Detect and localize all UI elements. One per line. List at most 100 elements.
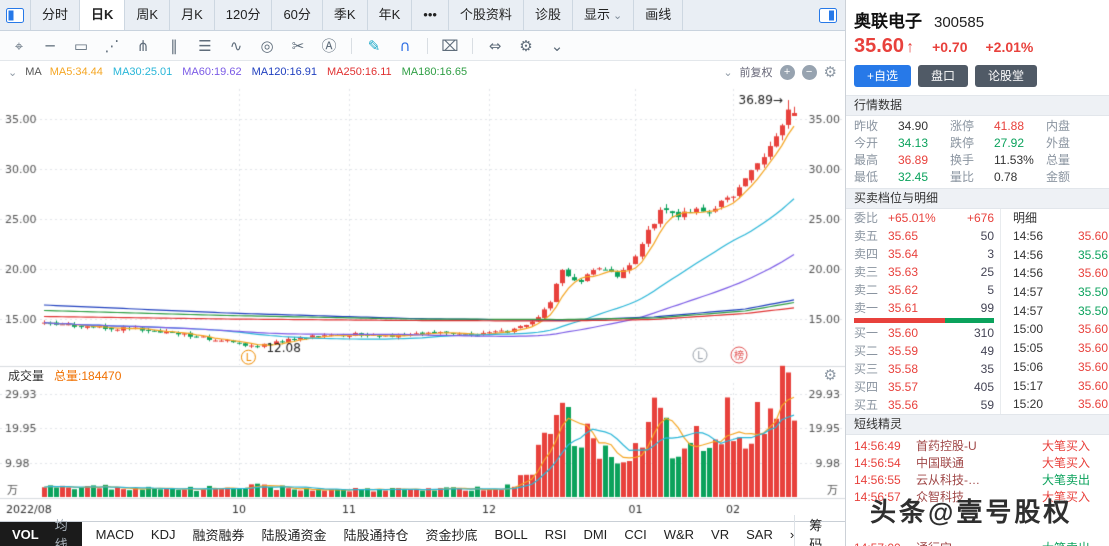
tab-wr[interactable]: W&R bbox=[663, 526, 695, 542]
percent-tool-icon[interactable]: ✂ bbox=[291, 36, 305, 55]
price-header: 35.60 ↑ +0.70 +2.01% bbox=[846, 32, 1109, 60]
tab-junxian[interactable]: 均线 bbox=[54, 518, 68, 546]
tick-row: 15:20 35.60 bbox=[1001, 395, 1109, 414]
rect-tool-icon[interactable]: ▭ bbox=[73, 36, 89, 55]
quote-label: 昨收 bbox=[854, 119, 879, 133]
tab-more-indicators[interactable]: › bbox=[789, 526, 795, 542]
tab-more[interactable]: ••• bbox=[412, 0, 449, 30]
zoom-out-icon[interactable]: − bbox=[801, 64, 817, 80]
depth-volume: 25 bbox=[980, 265, 994, 279]
ma-values: MA5:34.44 MA30:25.01 MA60:19.62 MA120:16.91… bbox=[50, 66, 467, 78]
pankou-button[interactable]: 盘口 bbox=[918, 65, 969, 87]
depth-volume: 5 bbox=[987, 283, 994, 297]
tab-fenshi[interactable]: 分时 bbox=[31, 0, 81, 30]
tab-gegu-ziliao[interactable]: 个股资料 bbox=[449, 0, 524, 30]
wave-tool-icon[interactable]: ∿ bbox=[229, 36, 243, 55]
alert-row[interactable]: 14:56:55 云从科技-… 大笔卖出 bbox=[846, 472, 1109, 489]
tick-time: 14:56 bbox=[1013, 229, 1044, 243]
quote-panel-inner: 奥联电子 300585 35.60 ↑ +0.70 +2.01% +自选 盘口 论股堂… bbox=[846, 0, 1109, 546]
quote-label: 量比 bbox=[950, 170, 975, 184]
layout-toggle-glyph bbox=[6, 7, 24, 23]
tab-luguzijin[interactable]: 陆股通资金 bbox=[261, 527, 327, 543]
tab-xianshi[interactable]: 显示 ⌄ bbox=[573, 0, 635, 30]
depth-area: 委比 +65.01% +676 卖五 35.65 50 卖四 35.64 3 卖三 35.63… bbox=[846, 209, 1109, 414]
tick-time: 15:06 bbox=[1013, 359, 1044, 374]
tab-niank[interactable]: 年K bbox=[368, 0, 413, 30]
circle-tool-icon[interactable]: ◎ bbox=[260, 36, 274, 55]
kline-chart-canvas[interactable] bbox=[0, 83, 845, 521]
settings-tool-icon[interactable]: ⚙ bbox=[519, 36, 533, 55]
kline-period-tabs: 分时 日K 周K 月K 120分 60分 季K 年K ••• 个股资料 诊股 显示 ⌄ 画线 bbox=[31, 0, 684, 30]
tab-sar[interactable]: SAR bbox=[746, 526, 773, 542]
quote-value: 11.53% bbox=[994, 153, 1034, 167]
depth-level-label: 买五 bbox=[854, 398, 879, 412]
tab-vol[interactable]: VOL bbox=[12, 526, 39, 542]
gann-lines-tool-icon[interactable]: ☰ bbox=[198, 36, 212, 55]
delete-tool-icon[interactable]: ⌧ bbox=[441, 36, 459, 55]
depth-volume: 99 bbox=[980, 301, 994, 315]
pencil-tool-icon[interactable]: ✎ bbox=[367, 36, 381, 55]
volume-settings-icon[interactable]: ⚙ bbox=[823, 366, 837, 384]
move-tool-icon[interactable]: ⌖ bbox=[14, 36, 24, 55]
tab-yuek[interactable]: 月K bbox=[170, 0, 215, 30]
depth-level-label: 卖二 bbox=[854, 283, 879, 297]
tab-kdj[interactable]: KDJ bbox=[150, 526, 176, 542]
tab-macd[interactable]: MACD bbox=[95, 526, 134, 542]
quote-value: 34.13 bbox=[898, 136, 929, 150]
tab-60min[interactable]: 60分 bbox=[272, 0, 323, 30]
tick-price: 35.60 bbox=[1077, 341, 1108, 356]
horizontal-line-tool-icon[interactable]: ─ bbox=[45, 36, 55, 55]
parallel-lines-tool-icon[interactable]: ∥ bbox=[170, 36, 178, 55]
quote-value bbox=[1090, 135, 1109, 152]
tick-time: 15:17 bbox=[1013, 378, 1044, 393]
collapse-icon[interactable]: ⌄ bbox=[8, 66, 18, 79]
adjust-mode-label[interactable]: 前复权 bbox=[739, 67, 773, 79]
toolbar-separator bbox=[351, 37, 352, 54]
alert-row[interactable]: 14:56:57 众智科技 大笔买入 bbox=[846, 489, 1109, 506]
tab-rongzirongquan[interactable]: 融资融券 bbox=[192, 527, 245, 543]
depth-row: 买四 35.57 405 bbox=[846, 378, 1000, 396]
alert-row[interactable]: 14:56:49 首药控股-U 大笔买入 bbox=[846, 438, 1109, 455]
quote-panel: 奥联电子 300585 35.60 ↑ +0.70 +2.01% +自选 盘口 论股堂… bbox=[845, 0, 1109, 546]
panel-toggle-icon[interactable] bbox=[819, 7, 837, 23]
tab-vr[interactable]: VR bbox=[711, 526, 730, 542]
tab-rsi[interactable]: RSI bbox=[544, 526, 567, 542]
depth-volume: 3 bbox=[987, 247, 994, 261]
tab-zhengu[interactable]: 诊股 bbox=[524, 0, 573, 30]
tab-jik[interactable]: 季K bbox=[323, 0, 368, 30]
depth-price: 35.57 bbox=[888, 380, 919, 394]
adjust-collapse-icon[interactable]: ⌄ bbox=[723, 66, 733, 79]
lungutang-button[interactable]: 论股堂 bbox=[975, 65, 1038, 87]
tab-dmi[interactable]: DMI bbox=[583, 526, 608, 542]
tick-price: 35.60 bbox=[1077, 229, 1108, 243]
ma-title: MA bbox=[25, 66, 42, 78]
zoom-in-icon[interactable]: + bbox=[779, 64, 795, 80]
tick-row: 15:05 35.60 bbox=[1001, 339, 1109, 358]
tab-zijinchaodi[interactable]: 资金抄底 bbox=[425, 527, 478, 543]
depth-volume: 310 bbox=[973, 326, 994, 340]
tab-120min[interactable]: 120分 bbox=[215, 0, 273, 30]
tab-huaxian[interactable]: 画线 bbox=[634, 0, 684, 30]
depth-price: 35.59 bbox=[888, 344, 919, 358]
tab-rik[interactable]: 日K bbox=[80, 0, 126, 30]
depth-row: 卖二 35.62 5 bbox=[846, 281, 1000, 299]
tick-time: 15:05 bbox=[1013, 341, 1044, 356]
alert-row[interactable]: 14:56:54 中国联通 大笔买入 bbox=[846, 455, 1109, 472]
price-change: +0.70 bbox=[932, 39, 968, 55]
layout-toggle-icon[interactable] bbox=[0, 0, 31, 30]
expand-horizontal-icon[interactable]: ⇔ bbox=[488, 36, 502, 55]
chart-settings-icon[interactable]: ⚙ bbox=[823, 63, 837, 81]
text-tool-icon[interactable]: Ⓐ bbox=[321, 37, 337, 55]
pitchfork-tool-icon[interactable]: ⋔ bbox=[136, 36, 150, 55]
tick-price: 35.50 bbox=[1077, 303, 1108, 318]
chevron-down-icon[interactable]: ⌄ bbox=[550, 36, 564, 55]
tab-boll[interactable]: BOLL bbox=[494, 526, 528, 542]
tab-zhouk[interactable]: 周K bbox=[125, 0, 171, 30]
trend-line-tool-icon[interactable]: ⋰ bbox=[104, 36, 120, 55]
add-watchlist-button[interactable]: +自选 bbox=[854, 65, 912, 87]
magnet-tool-icon[interactable]: ∩ bbox=[399, 36, 411, 55]
tab-cci[interactable]: CCI bbox=[624, 526, 647, 542]
tab-luguchicang[interactable]: 陆股通持仓 bbox=[343, 527, 409, 543]
tab-chouma[interactable]: 筹码 bbox=[794, 515, 845, 546]
alert-row[interactable]: 14:57:00通行宝大笔卖出 bbox=[846, 540, 1109, 546]
